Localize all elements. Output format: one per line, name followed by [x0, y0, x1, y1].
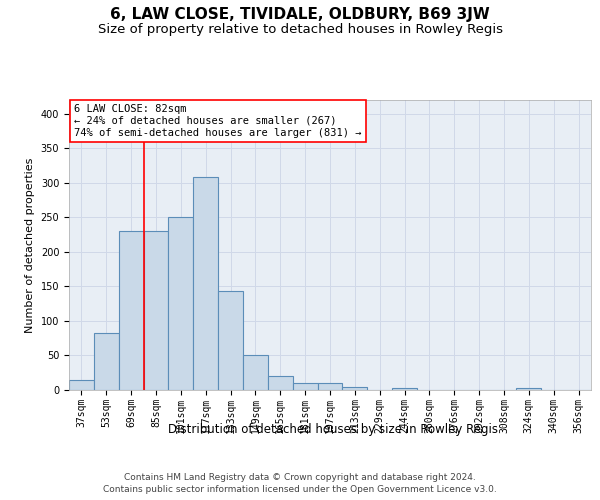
Bar [243, 356, 268, 390]
Bar [517, 388, 541, 390]
Bar [218, 292, 243, 390]
Text: 6 LAW CLOSE: 82sqm
← 24% of detached houses are smaller (267)
74% of semi-detach: 6 LAW CLOSE: 82sqm ← 24% of detached hou… [74, 104, 362, 138]
Bar [169, 216, 193, 390]
Y-axis label: Number of detached properties: Number of detached properties [25, 158, 35, 332]
Bar [143, 230, 169, 390]
Bar [94, 332, 119, 390]
Bar [193, 176, 218, 390]
Bar [317, 383, 343, 390]
Text: Size of property relative to detached houses in Rowley Regis: Size of property relative to detached ho… [97, 22, 503, 36]
Text: 6, LAW CLOSE, TIVIDALE, OLDBURY, B69 3JW: 6, LAW CLOSE, TIVIDALE, OLDBURY, B69 3JW [110, 8, 490, 22]
Bar [293, 383, 317, 390]
Text: Contains HM Land Registry data © Crown copyright and database right 2024.: Contains HM Land Registry data © Crown c… [124, 472, 476, 482]
Bar [69, 380, 94, 390]
Text: Contains public sector information licensed under the Open Government Licence v3: Contains public sector information licen… [103, 485, 497, 494]
Bar [392, 388, 417, 390]
Bar [119, 231, 143, 390]
Bar [268, 376, 293, 390]
Text: Distribution of detached houses by size in Rowley Regis: Distribution of detached houses by size … [168, 422, 498, 436]
Bar [343, 386, 367, 390]
